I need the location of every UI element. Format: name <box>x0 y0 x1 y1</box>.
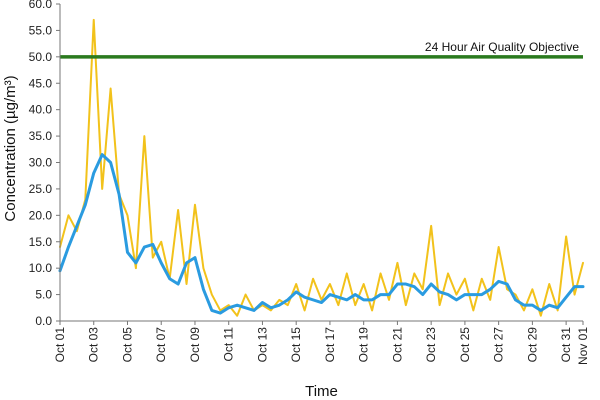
x-tick-label: Oct 07 <box>154 327 168 363</box>
x-tick-label: Oct 13 <box>255 327 269 363</box>
x-tick-label: Oct 19 <box>357 327 371 363</box>
x-axis-title: Time <box>305 383 338 400</box>
y-tick-label: 55.0 <box>29 23 53 37</box>
x-tick-label: Oct 23 <box>424 327 438 363</box>
series-layer <box>58 18 585 317</box>
x-tick-label: Oct 25 <box>458 327 472 363</box>
x-tick-label: Oct 15 <box>289 327 303 363</box>
y-tick-label: 0.0 <box>35 314 52 328</box>
x-tick-label: Oct 29 <box>525 327 539 363</box>
x-tick-label: Oct 27 <box>492 327 506 363</box>
series-line-1 <box>59 18 584 317</box>
x-ticks: Oct 01 Oct 03 Oct 05 Oct 07 Oct 09 Oct 11 Oct … <box>53 321 590 365</box>
x-tick-label: Oct 31 <box>559 327 573 363</box>
y-tick-label: 40.0 <box>29 103 53 117</box>
y-tick-label: 20.0 <box>29 208 53 222</box>
y-tick-label: 25.0 <box>29 182 53 196</box>
y-tick-label: 15.0 <box>29 235 53 249</box>
x-tick-label: Oct 09 <box>188 327 202 363</box>
y-tick-label: 5.0 <box>35 288 52 302</box>
y-ticks: 0.0 5.0 10.0 15.0 20.0 25.0 30.0 35.0 40.0 45.0 50… <box>29 0 60 328</box>
objective-label: 24 Hour Air Quality Objective <box>425 40 579 54</box>
x-tick-label: Oct 21 <box>390 327 404 363</box>
y-axis-title: Concentration (µg/m³) <box>2 75 19 221</box>
y-tick-label: 35.0 <box>29 129 53 143</box>
y-tick-label: 50.0 <box>29 50 53 64</box>
x-tick-label: Oct 17 <box>323 327 337 363</box>
x-tick-label: Oct 01 <box>53 327 67 363</box>
series-line-2 <box>58 153 585 315</box>
objective-layer: 24 Hour Air Quality Objective <box>60 40 583 59</box>
y-tick-label: 30.0 <box>29 156 53 170</box>
y-tick-label: 45.0 <box>29 76 53 90</box>
x-tick-label: Oct 11 <box>222 327 236 362</box>
x-tick-label: Nov 01 <box>576 327 590 365</box>
y-tick-label: 10.0 <box>29 261 53 275</box>
x-tick-label: Oct 05 <box>120 327 134 363</box>
x-tick-label: Oct 03 <box>87 327 101 363</box>
y-tick-label: 60.0 <box>29 0 53 11</box>
